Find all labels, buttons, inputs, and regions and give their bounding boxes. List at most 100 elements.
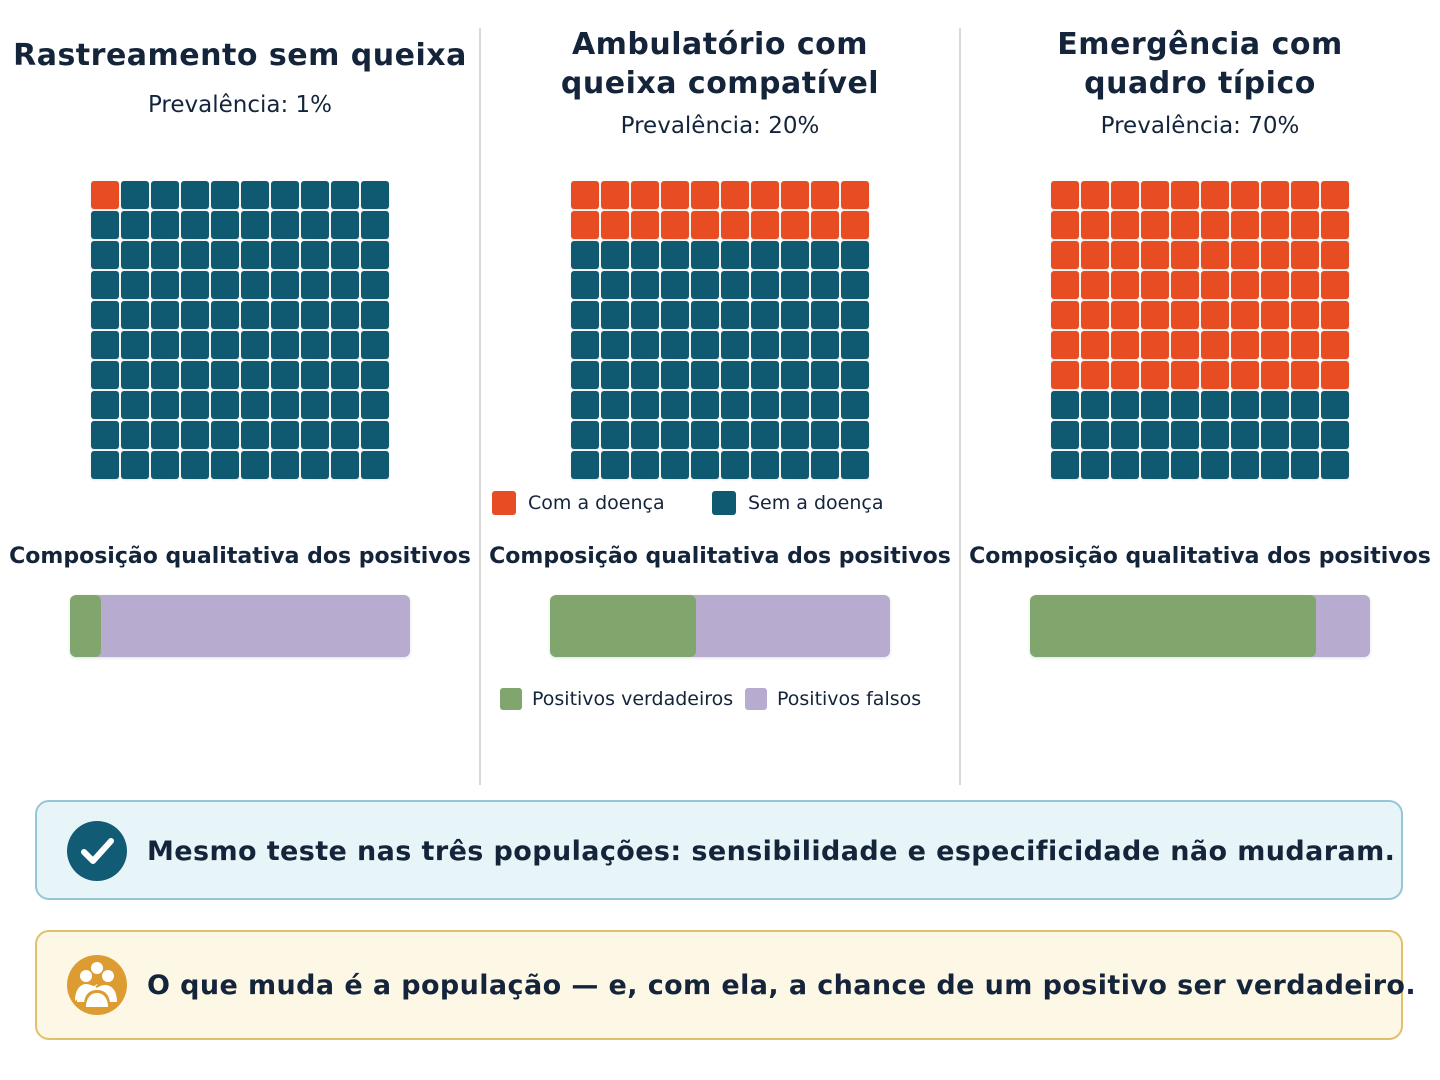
waffle-cell-disease (571, 211, 599, 239)
waffle-cell-no-disease (241, 211, 269, 239)
waffle-cell-no-disease (181, 271, 209, 299)
waffle-cell-no-disease (271, 241, 299, 269)
waffle-cell-no-disease (1111, 391, 1139, 419)
waffle-cell-no-disease (1171, 451, 1199, 479)
waffle-cell-no-disease (1111, 451, 1139, 479)
waffle-cell-disease (1141, 361, 1169, 389)
waffle-cell-disease (1201, 271, 1229, 299)
waffle-cell-disease (1291, 181, 1319, 209)
waffle-cell-no-disease (631, 451, 659, 479)
waffle-cell-no-disease (1231, 451, 1259, 479)
waffle-cell-disease (1081, 181, 1109, 209)
composition-title: Composição qualitativa dos positivos (969, 544, 1431, 569)
waffle-cell-no-disease (601, 391, 629, 419)
waffle-cell-no-disease (841, 271, 869, 299)
legend-no-disease-swatch (712, 491, 736, 515)
waffle-cell-no-disease (181, 451, 209, 479)
waffle-cell-no-disease (361, 361, 389, 389)
waffle-cell-disease (691, 211, 719, 239)
waffle-cell-no-disease (721, 331, 749, 359)
legend-disease-label: Com a doença (528, 492, 665, 514)
panel-outpatient: Ambulatório com queixa compatível Preval… (480, 0, 960, 785)
waffle-cell-disease (1201, 301, 1229, 329)
waffle-cell-no-disease (571, 361, 599, 389)
waffle-cell-no-disease (571, 301, 599, 329)
waffle-cell-no-disease (211, 421, 239, 449)
prevalence-label: Prevalência: 70% (1100, 113, 1300, 139)
waffle-cell-no-disease (1051, 421, 1079, 449)
waffle-cell-disease (781, 211, 809, 239)
waffle-cell-no-disease (691, 301, 719, 329)
panel-emergency: Emergência com quadro típico Prevalência… (960, 0, 1440, 785)
legend-true-positive: Positivos verdadeiros (500, 686, 733, 712)
waffle-cell-disease (691, 181, 719, 209)
waffle-cell-no-disease (781, 271, 809, 299)
waffle-cell-disease (1081, 331, 1109, 359)
waffle-cell-no-disease (811, 451, 839, 479)
waffle-cell-no-disease (631, 301, 659, 329)
waffle-cell-no-disease (751, 241, 779, 269)
waffle-cell-no-disease (271, 451, 299, 479)
waffle-cell-disease (781, 181, 809, 209)
waffle-cell-disease (1201, 181, 1229, 209)
waffle-cell-no-disease (571, 391, 599, 419)
waffle-cell-disease (1201, 361, 1229, 389)
waffle-cell-disease (661, 211, 689, 239)
waffle-cell-disease (1081, 241, 1109, 269)
legend-false-positive: Positivos falsos (745, 686, 921, 712)
waffle-cell-no-disease (331, 331, 359, 359)
waffle-cell-no-disease (841, 361, 869, 389)
callout-same-test-text: Mesmo teste nas três populações: sensibi… (147, 836, 1396, 867)
waffle-cell-no-disease (1201, 421, 1229, 449)
waffle-cell-no-disease (781, 241, 809, 269)
waffle-cell-no-disease (1141, 451, 1169, 479)
waffle-cell-no-disease (601, 421, 629, 449)
waffle-cell-disease (1051, 181, 1079, 209)
waffle-cell-no-disease (241, 361, 269, 389)
waffle-cell-no-disease (301, 301, 329, 329)
waffle-cell-no-disease (211, 181, 239, 209)
waffle-cell-no-disease (571, 271, 599, 299)
waffle-cell-no-disease (151, 421, 179, 449)
waffle-cell-no-disease (241, 451, 269, 479)
waffle-cell-disease (1111, 361, 1139, 389)
people-icon (67, 955, 127, 1015)
legend-disease-swatch (492, 491, 516, 515)
waffle-cell-no-disease (631, 421, 659, 449)
waffle-cell-no-disease (121, 361, 149, 389)
waffle-cell-no-disease (751, 451, 779, 479)
waffle-cell-no-disease (121, 391, 149, 419)
waffle-cell-disease (571, 181, 599, 209)
waffle-cell-no-disease (1141, 391, 1169, 419)
waffle-cell-no-disease (91, 301, 119, 329)
waffle-cell-no-disease (571, 241, 599, 269)
waffle-cell-no-disease (691, 421, 719, 449)
waffle-cell-no-disease (91, 331, 119, 359)
waffle-cell-no-disease (271, 271, 299, 299)
waffle-cell-no-disease (781, 301, 809, 329)
waffle-cell-no-disease (631, 361, 659, 389)
waffle-cell-no-disease (331, 361, 359, 389)
waffle-cell-no-disease (151, 181, 179, 209)
waffle-cell-no-disease (301, 451, 329, 479)
waffle-cell-disease (1261, 241, 1289, 269)
waffle-cell-no-disease (361, 181, 389, 209)
waffle-cell-disease (1171, 361, 1199, 389)
waffle-cell-no-disease (661, 331, 689, 359)
waffle-chart (1050, 180, 1350, 480)
waffle-cell-no-disease (241, 181, 269, 209)
waffle-cell-disease (1321, 271, 1349, 299)
waffle-cell-disease (811, 211, 839, 239)
waffle-cell-no-disease (361, 301, 389, 329)
waffle-cell-no-disease (181, 211, 209, 239)
waffle-cell-no-disease (1291, 421, 1319, 449)
waffle-cell-disease (811, 181, 839, 209)
waffle-cell-disease (1171, 241, 1199, 269)
waffle-cell-no-disease (1231, 421, 1259, 449)
waffle-cell-no-disease (721, 241, 749, 269)
waffle-cell-no-disease (301, 211, 329, 239)
waffle-cell-no-disease (1261, 391, 1289, 419)
waffle-cell-no-disease (811, 421, 839, 449)
waffle-cell-disease (751, 211, 779, 239)
waffle-cell-no-disease (331, 211, 359, 239)
